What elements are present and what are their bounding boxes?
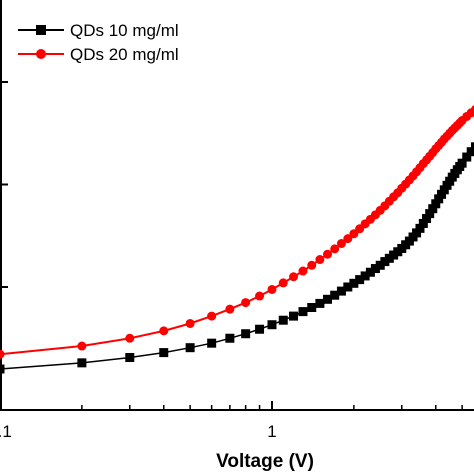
data-point <box>315 255 325 265</box>
data-point <box>241 329 251 339</box>
series-line <box>0 109 474 356</box>
data-point <box>471 142 474 152</box>
data-point <box>462 152 472 162</box>
data-point <box>315 298 325 308</box>
data-point <box>412 228 422 238</box>
data-point <box>207 311 217 321</box>
data-point <box>298 307 308 317</box>
data-point <box>365 267 375 277</box>
data-point <box>255 324 265 334</box>
data-point <box>439 185 449 195</box>
data-point <box>471 105 474 114</box>
x-tick-label: 1 <box>267 422 276 441</box>
data-point <box>307 260 317 270</box>
data-point <box>267 284 277 294</box>
data-point <box>343 234 353 244</box>
data-point <box>207 338 217 348</box>
data-point <box>307 303 317 312</box>
legend-label: QDs 20 mg/ml <box>70 45 179 64</box>
legend-marker <box>36 49 46 59</box>
data-point <box>0 349 5 359</box>
series-layer <box>0 105 474 374</box>
series-1 <box>0 142 474 374</box>
data-point <box>466 147 474 157</box>
data-point <box>225 333 235 343</box>
data-point <box>77 341 87 351</box>
data-point <box>0 364 5 374</box>
data-point <box>289 272 299 282</box>
data-point <box>330 290 340 300</box>
data-point <box>336 286 346 296</box>
data-point <box>418 218 428 228</box>
ticks-layer: 0.11 <box>0 81 463 441</box>
data-point <box>370 264 380 274</box>
series-2 <box>0 105 474 359</box>
data-point <box>431 199 441 209</box>
data-point <box>457 158 467 168</box>
data-point <box>185 318 195 328</box>
data-point <box>225 304 235 314</box>
axes <box>0 0 474 411</box>
legend-item: QDs 10 mg/ml <box>18 21 179 40</box>
data-point <box>289 311 299 321</box>
data-point <box>375 260 385 270</box>
legend-marker <box>36 25 46 35</box>
data-point <box>278 315 288 325</box>
data-point <box>336 239 346 249</box>
data-point <box>415 223 425 233</box>
data-point <box>437 189 447 199</box>
data-point <box>159 348 169 358</box>
data-point <box>241 298 251 308</box>
data-point <box>434 194 444 204</box>
data-point <box>298 266 308 276</box>
x-axis-title: Voltage (V) <box>216 451 314 472</box>
data-point <box>428 204 438 214</box>
x-tick-label: 0.1 <box>0 422 12 441</box>
data-point <box>323 249 333 259</box>
data-point <box>355 275 365 285</box>
data-point <box>425 209 435 219</box>
data-point <box>267 320 277 330</box>
legend-item: QDs 20 mg/ml <box>18 45 179 64</box>
data-point <box>185 343 195 353</box>
legend-label: QDs 10 mg/ml <box>70 21 179 40</box>
data-point <box>77 358 87 368</box>
data-point <box>125 333 135 343</box>
data-point <box>349 278 359 288</box>
data-point <box>125 353 135 363</box>
data-point <box>255 291 265 301</box>
data-point <box>278 278 288 288</box>
legend: QDs 10 mg/ml QDs 20 mg/ml <box>18 21 179 64</box>
data-point <box>422 214 432 224</box>
data-point <box>343 282 353 292</box>
data-point <box>323 294 333 304</box>
data-point <box>159 326 169 336</box>
data-point <box>330 244 340 254</box>
data-point <box>360 271 370 281</box>
